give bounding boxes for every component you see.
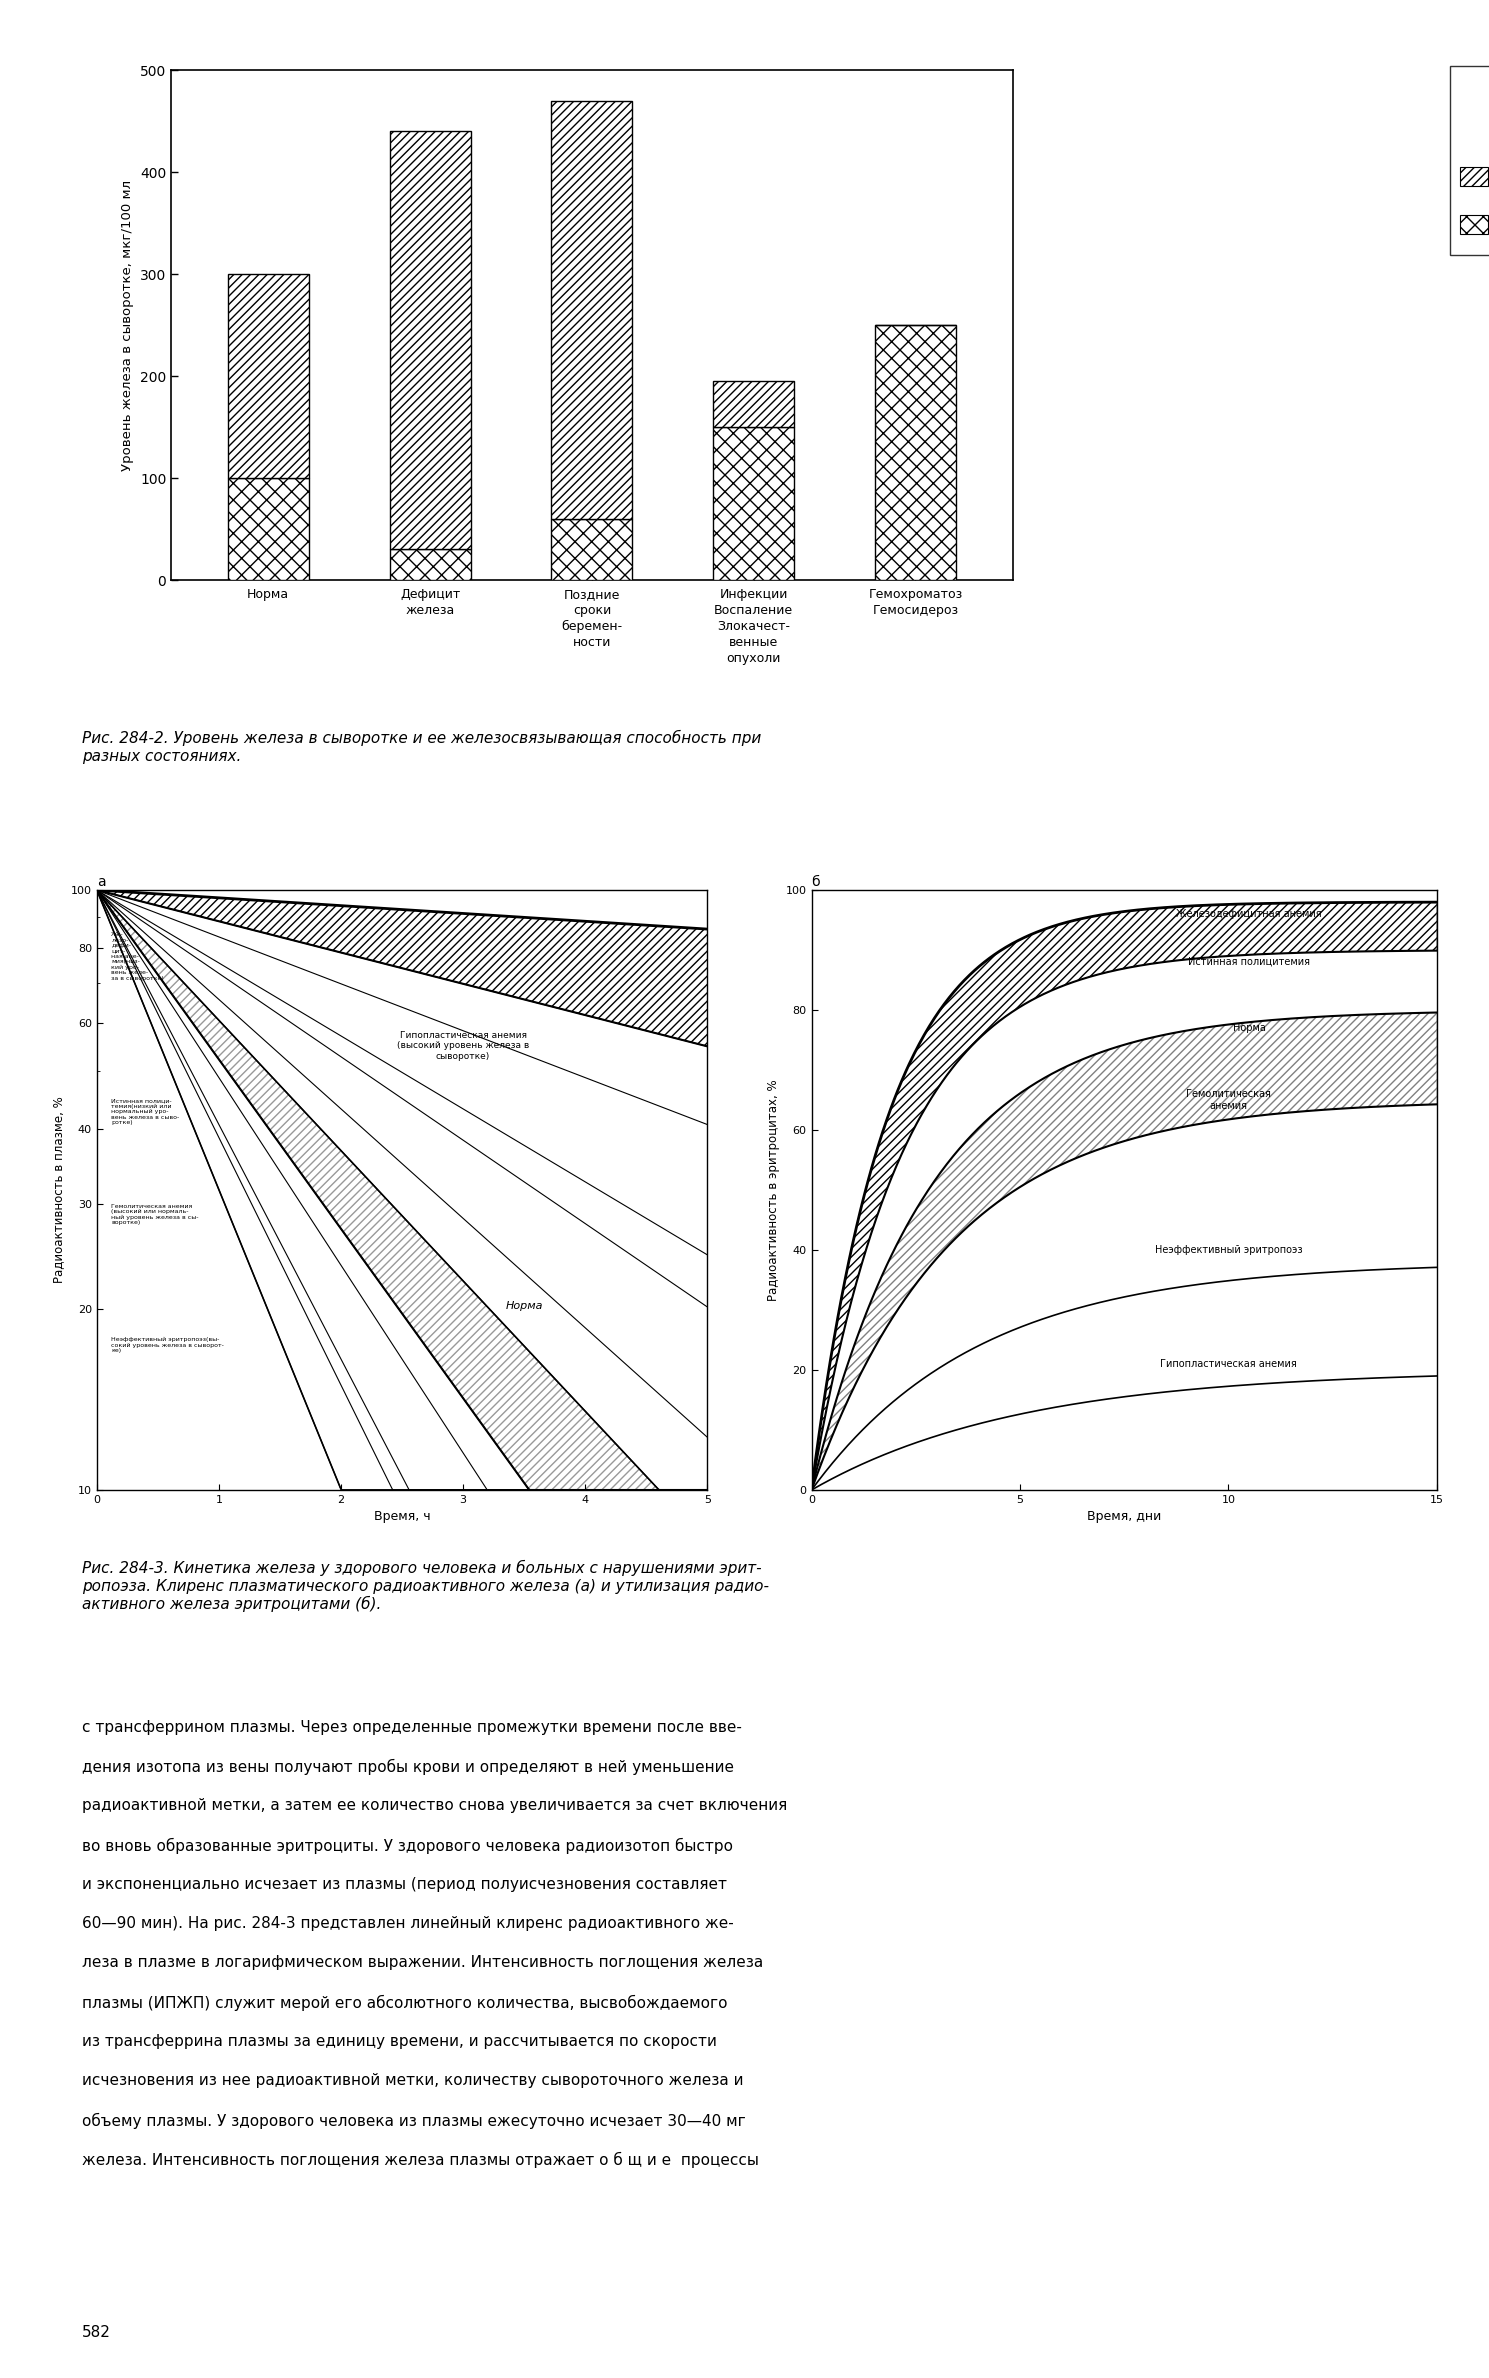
Text: б: б	[812, 875, 820, 889]
Text: леза в плазме в логарифмическом выражении. Интенсивность поглощения железа: леза в плазме в логарифмическом выражени…	[82, 1955, 764, 1971]
Text: Гемолитическая анемия
(высокий или нормаль-
ный уровень железа в сы-
воротке): Гемолитическая анемия (высокий или норма…	[112, 1203, 200, 1225]
Bar	[713, 428, 794, 580]
Text: Рис. 284-3. Кинетика железа у здорового человека и больных с нарушениями эрит-
р: Рис. 284-3. Кинетика железа у здорового …	[82, 1560, 768, 1612]
Text: и экспоненциально исчезает из плазмы (период полуисчезновения составляет: и экспоненциально исчезает из плазмы (пе…	[82, 1876, 727, 1893]
Bar	[390, 131, 471, 549]
Y-axis label: Уровень железа в сыворотке, мкг/100 мл: Уровень железа в сыворотке, мкг/100 мл	[122, 178, 134, 471]
Text: Гемолитическая
анемия: Гемолитическая анемия	[1185, 1089, 1272, 1111]
Bar	[551, 100, 633, 518]
Text: Гипопластическая анемия
(высокий уровень железа в
сыворотке): Гипопластическая анемия (высокий уровень…	[398, 1032, 529, 1061]
Text: железа. Интенсивность поглощения железа плазмы отражает о б щ и е  процессы: железа. Интенсивность поглощения железа …	[82, 2152, 759, 2169]
Text: Истинная полици-
темия(низкий или
нормальный уро-
вень железа в сыво-
ротке): Истинная полици- темия(низкий или нормал…	[112, 1099, 180, 1125]
Text: с трансферрином плазмы. Через определенные промежутки времени после вве-: с трансферрином плазмы. Через определенн…	[82, 1719, 742, 1736]
Text: Норма: Норма	[505, 1301, 543, 1310]
Text: радиоактивной метки, а затем ее количество снова увеличивается за счет включения: радиоактивной метки, а затем ее количест…	[82, 1798, 788, 1814]
Bar	[390, 549, 471, 580]
Bar	[228, 273, 308, 478]
Text: Же-
лезо-
дефи-
цит-
ная ане-
мия(низ-
кий уро-
вень желе-
за в сыворотке): Же- лезо- дефи- цит- ная ане- мия(низ- к…	[112, 932, 164, 980]
Text: Истинная полицитемия: Истинная полицитемия	[1188, 956, 1310, 968]
Text: объему плазмы. У здорового человека из плазмы ежесуточно исчезает 30—40 мг: объему плазмы. У здорового человека из п…	[82, 2112, 746, 2128]
Legend: Ненасыщенный
трансферрин, Железо сыворотки,
связанное с
трансферрином: Ненасыщенный трансферрин, Железо сыворот…	[1450, 67, 1489, 254]
Text: Неэффективный эритропоэз(вы-
сокий уровень железа в сыворот-
ке): Неэффективный эритропоэз(вы- сокий урове…	[112, 1336, 225, 1353]
Text: Норма: Норма	[1233, 1023, 1266, 1032]
Bar	[713, 380, 794, 428]
Text: Гипопластическая анемия: Гипопластическая анемия	[1160, 1358, 1297, 1370]
Text: а: а	[97, 875, 106, 889]
X-axis label: Время, ч: Время, ч	[374, 1510, 430, 1524]
X-axis label: Время, дни: Время, дни	[1087, 1510, 1161, 1524]
Text: исчезновения из нее радиоактивной метки, количеству сывороточного железа и: исчезновения из нее радиоактивной метки,…	[82, 2074, 743, 2088]
Text: Неэффективный эритропоэз: Неэффективный эритропоэз	[1154, 1246, 1303, 1256]
Y-axis label: Радиоактивность в эритроцитах, %: Радиоактивность в эритроцитах, %	[767, 1080, 780, 1301]
Text: во вновь образованные эритроциты. У здорового человека радиоизотоп быстро: во вновь образованные эритроциты. У здор…	[82, 1838, 733, 1855]
Text: Железодефицитная анемия: Железодефицитная анемия	[1176, 908, 1322, 918]
Text: из трансферрина плазмы за единицу времени, и рассчитывается по скорости: из трансферрина плазмы за единицу времен…	[82, 2033, 716, 2050]
Bar	[228, 478, 308, 580]
Text: дения изотопа из вены получают пробы крови и определяют в ней уменьшение: дения изотопа из вены получают пробы кро…	[82, 1760, 734, 1776]
Y-axis label: Радиоактивность в плазме, %: Радиоактивность в плазме, %	[52, 1096, 66, 1284]
Bar	[876, 326, 956, 580]
Text: 60—90 мин). На рис. 284-3 представлен линейный клиренс радиоактивного же-: 60—90 мин). На рис. 284-3 представлен ли…	[82, 1917, 734, 1931]
Text: плазмы (ИПЖП) служит мерой его абсолютного количества, высвобождаемого: плазмы (ИПЖП) служит мерой его абсолютно…	[82, 1995, 728, 2012]
Text: Рис. 284-2. Уровень железа в сыворотке и ее железосвязывающая способность при
ра: Рис. 284-2. Уровень железа в сыворотке и…	[82, 730, 761, 763]
Bar	[551, 518, 633, 580]
Text: 582: 582	[82, 2326, 110, 2340]
